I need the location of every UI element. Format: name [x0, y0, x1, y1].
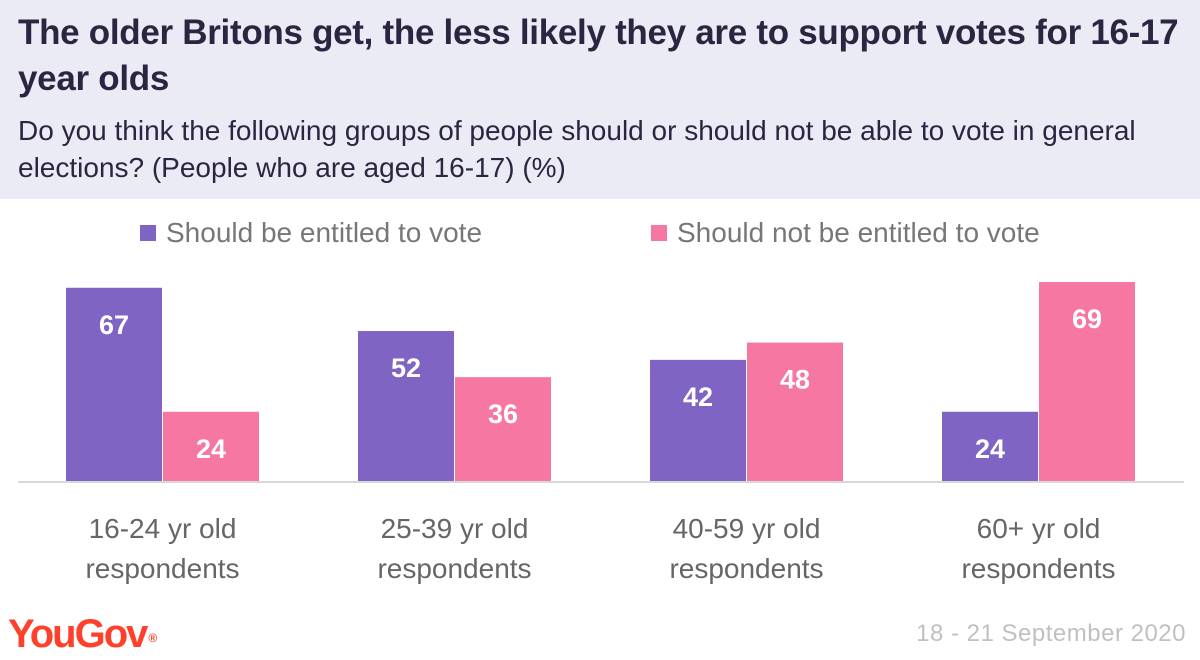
- legend-swatch-should-vote: [140, 225, 156, 241]
- registered-mark: ®: [148, 631, 158, 645]
- category-label-60-yr-old: 60+ yr old respondents: [961, 513, 1115, 584]
- survey-date: 18 - 21 September 2020: [916, 620, 1186, 647]
- bar-should-be-entitled-to-vote-40-59-yr-old: [650, 359, 746, 481]
- category-label-40-59-yr-old: 40-59 yr old respondents: [669, 513, 823, 584]
- legend-label-should-vote: Should be entitled to vote: [166, 217, 483, 248]
- data-label-should-not-be-entitled-to-vote-40-59-yr-old: 48: [780, 365, 810, 395]
- legend-item-should-vote: Should be entitled to vote: [140, 217, 482, 249]
- category-label-line: 25-39 yr old: [381, 513, 529, 544]
- data-label-should-be-entitled-to-vote-60-yr-old: 24: [975, 434, 1005, 464]
- header-panel: The older Britons get, the less likely t…: [0, 0, 1200, 199]
- bar-should-be-entitled-to-vote-60-yr-old: [942, 411, 1038, 481]
- category-label-line: respondents: [85, 553, 239, 584]
- data-label-should-not-be-entitled-to-vote-16-24-yr-old: 24: [196, 434, 226, 464]
- bar-should-not-be-entitled-to-vote-16-24-yr-old: [163, 411, 259, 481]
- data-label-should-be-entitled-to-vote-16-24-yr-old: 67: [99, 310, 129, 340]
- category-label-line: 16-24 yr old: [89, 513, 237, 544]
- data-label-should-not-be-entitled-to-vote-60-yr-old: 69: [1072, 304, 1102, 334]
- bar-should-be-entitled-to-vote-25-39-yr-old: [358, 331, 454, 481]
- data-label-should-be-entitled-to-vote-25-39-yr-old: 52: [391, 353, 421, 383]
- yougov-logo-text: YouGov: [8, 612, 148, 656]
- bar-should-not-be-entitled-to-vote-60-yr-old: [1039, 282, 1135, 481]
- legend-item-should-not-vote: Should not be entitled to vote: [651, 217, 1040, 249]
- data-label-should-be-entitled-to-vote-40-59-yr-old: 42: [683, 382, 713, 412]
- bar-should-not-be-entitled-to-vote-40-59-yr-old: [747, 342, 843, 481]
- bar-should-not-be-entitled-to-vote-25-39-yr-old: [455, 377, 551, 481]
- legend-swatch-should-not-vote: [651, 225, 667, 241]
- chart-title: The older Britons get, the less likely t…: [18, 13, 1179, 98]
- data-label-should-not-be-entitled-to-vote-25-39-yr-old: 36: [488, 399, 518, 429]
- category-label-16-24-yr-old: 16-24 yr old respondents: [85, 513, 239, 584]
- category-label-line: 40-59 yr old: [673, 513, 821, 544]
- yougov-logo: YouGov ®: [8, 612, 158, 656]
- chart-subtitle: Do you think the following groups of peo…: [18, 115, 1136, 183]
- bar-should-be-entitled-to-vote-16-24-yr-old: [66, 287, 162, 481]
- category-label-25-39-yr-old: 25-39 yr old respondents: [377, 513, 531, 584]
- category-label-line: respondents: [377, 553, 531, 584]
- category-label-line: respondents: [961, 553, 1115, 584]
- category-label-line: respondents: [669, 553, 823, 584]
- category-label-line: 60+ yr old: [977, 513, 1101, 544]
- legend-label-should-not-vote: Should not be entitled to vote: [677, 217, 1040, 248]
